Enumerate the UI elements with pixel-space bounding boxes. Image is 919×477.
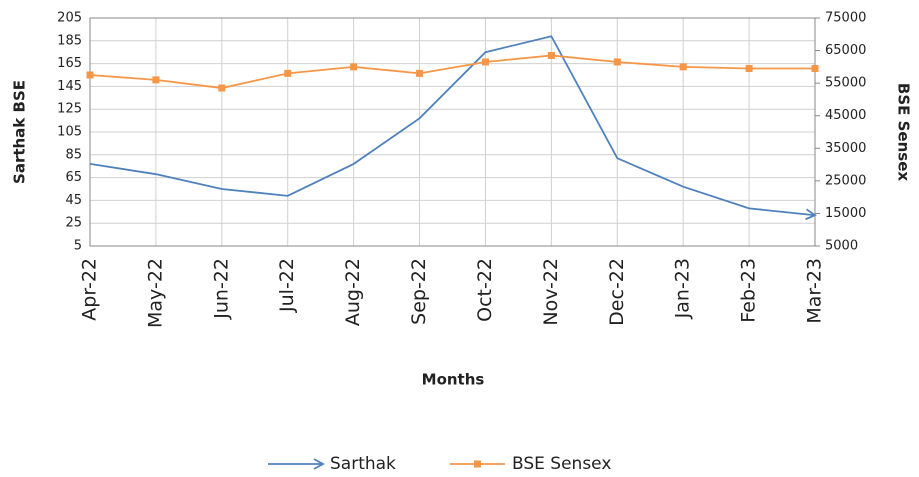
x-axis-title: Months	[422, 371, 485, 389]
y-tick-label: 205	[57, 11, 82, 26]
point-marker	[811, 64, 819, 72]
x-tick-label: Mar-23	[804, 258, 826, 324]
point-marker	[218, 84, 226, 92]
y-tick-label: 185	[57, 33, 82, 48]
point-marker	[613, 58, 621, 66]
y2-axis-title: BSE Sensex	[895, 83, 913, 181]
y2-tick-label: 15000	[825, 206, 866, 221]
x-tick-label: Nov-22	[540, 258, 562, 326]
series-line	[89, 54, 815, 89]
x-tick-label: Jul-22	[276, 258, 298, 313]
point-marker	[481, 58, 489, 66]
y-tick-label: 165	[57, 56, 82, 71]
series-line	[89, 35, 817, 221]
point-marker	[679, 63, 687, 71]
y2-tick-label: 25000	[825, 173, 866, 188]
point-marker	[416, 69, 424, 77]
legend-label: BSE Sensex	[512, 454, 611, 474]
point-marker	[86, 71, 94, 79]
y-tick-label: 145	[57, 79, 82, 94]
point-marker	[152, 76, 160, 84]
y-tick-label: 105	[57, 125, 82, 140]
y-tick-label: 65	[65, 170, 82, 185]
y-tick-label: 25	[65, 216, 82, 231]
legend-label: Sarthak	[330, 454, 396, 474]
x-tick-label: Jun-22	[210, 258, 232, 320]
y2-tick-label: 5000	[825, 239, 858, 254]
point-marker	[350, 63, 358, 71]
point-marker	[745, 64, 753, 72]
y-tick-label: 125	[57, 102, 82, 117]
y2-tick-label: 75000	[825, 11, 866, 26]
x-tick-label: Oct-22	[474, 258, 496, 322]
x-tick-label: Sep-22	[408, 258, 430, 325]
x-tick-label: Feb-23	[738, 258, 760, 323]
y-tick-label: 5	[74, 239, 82, 254]
legend-marker	[474, 460, 481, 468]
point-marker	[284, 69, 292, 77]
y2-tick-label: 55000	[825, 76, 866, 91]
x-tick-label: Dec-22	[606, 258, 628, 326]
y-tick-label: 45	[65, 193, 82, 208]
x-tick-label: Apr-22	[79, 258, 101, 321]
y2-tick-label: 65000	[825, 43, 866, 58]
y2-tick-label: 35000	[825, 141, 866, 156]
point-marker	[547, 51, 555, 59]
y2-tick-label: 45000	[825, 108, 866, 123]
y-axis-title: Sarthak BSE	[11, 80, 29, 184]
y-tick-label: 85	[65, 147, 82, 162]
plot-frame	[89, 17, 816, 247]
x-tick-label: Jan-23	[672, 258, 694, 319]
x-tick-label: Aug-22	[342, 258, 364, 326]
x-tick-label: May-22	[144, 258, 166, 328]
